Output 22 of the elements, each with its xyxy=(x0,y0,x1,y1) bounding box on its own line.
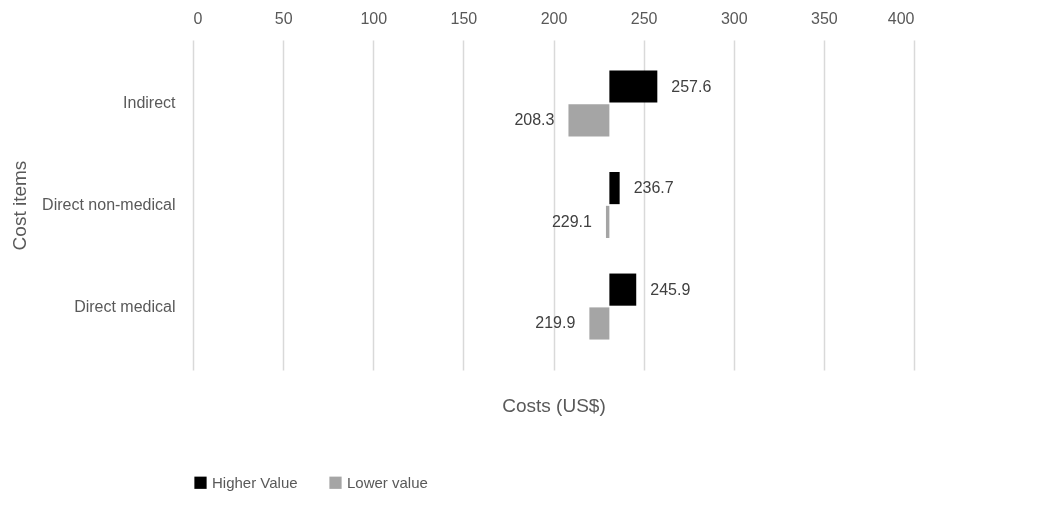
x-tick-label: 150 xyxy=(450,9,478,27)
data-label: 257.6 xyxy=(671,77,712,95)
x-tick-label: 300 xyxy=(720,9,748,27)
x-tick-label: 50 xyxy=(274,9,293,27)
data-label: 245.9 xyxy=(650,280,691,298)
y-axis-title: Cost items xyxy=(9,160,31,251)
x-tick-label: 0 xyxy=(193,9,203,27)
x-axis-title: Costs (US$) xyxy=(502,394,606,416)
y-tick-label: Direct medical xyxy=(74,297,176,315)
legend-label: Higher Value xyxy=(212,473,298,491)
x-tick-label: 350 xyxy=(811,9,838,27)
data-label: 219.9 xyxy=(535,314,576,332)
x-tick-label: 400 xyxy=(887,9,915,27)
x-tick-label: 250 xyxy=(630,9,658,27)
data-label: 208.3 xyxy=(514,111,555,129)
legend-label: Lower value xyxy=(347,473,428,491)
x-tick-label: 200 xyxy=(540,9,568,27)
y-tick-label: Direct non-medical xyxy=(42,196,176,213)
data-label: 229.1 xyxy=(551,212,593,230)
data-label: 236.7 xyxy=(633,179,674,197)
x-tick-label: 100 xyxy=(360,9,388,27)
y-tick-label: Indirect xyxy=(123,94,177,112)
